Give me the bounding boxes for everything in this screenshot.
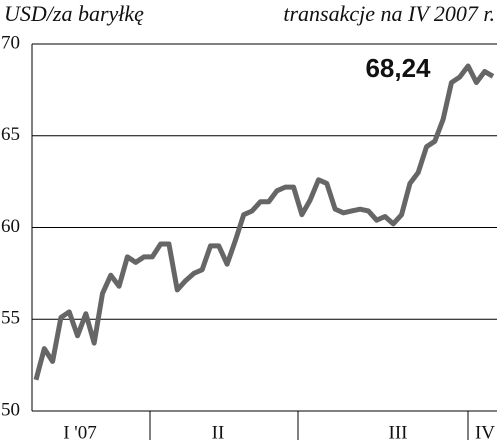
x-section-label: IV — [475, 422, 495, 443]
x-section-label: III — [389, 422, 408, 443]
y-tick-label: 60 — [1, 216, 20, 237]
y-tick-label: 50 — [1, 399, 20, 420]
y-tick-label: 70 — [1, 32, 20, 53]
chart-title: USD/za baryłkę — [4, 1, 144, 26]
x-section-label: I '07 — [63, 422, 97, 443]
chart-subtitle: transakcje na IV 2007 r. — [283, 1, 495, 26]
annotation: 68,24 — [365, 53, 431, 83]
y-tick-label: 55 — [1, 308, 20, 329]
x-section-label: II — [212, 422, 225, 443]
price-line — [33, 63, 495, 381]
y-tick-label: 65 — [1, 124, 20, 145]
